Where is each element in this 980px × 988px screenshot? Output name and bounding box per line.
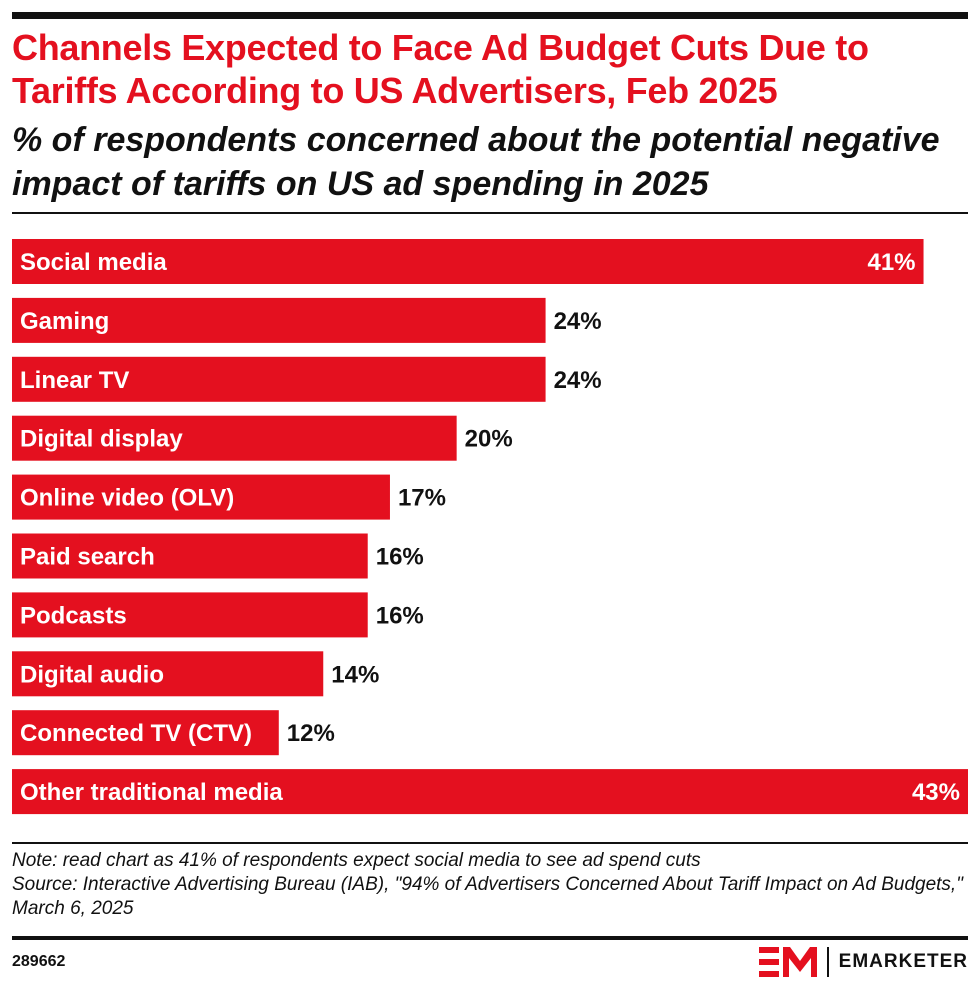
- bar-connected-tv-ctv: [12, 710, 279, 756]
- category-label-paid-search: Paid search: [20, 544, 155, 571]
- chart-title: Channels Expected to Face Ad Budget Cuts…: [12, 27, 869, 111]
- bar-gaming: [12, 297, 546, 343]
- bar-digital-audio: [12, 651, 324, 697]
- note-rule: [12, 842, 968, 844]
- bottom-rule: [12, 936, 968, 940]
- value-label-other-traditional-media: 43%: [912, 779, 960, 806]
- subtitle-rule: [12, 212, 968, 214]
- bar-other-traditional-media: [12, 769, 968, 815]
- value-label-connected-tv-ctv: 12%: [287, 720, 335, 747]
- category-label-linear-tv: Linear TV: [20, 367, 129, 394]
- value-label-social-media: 41%: [867, 249, 915, 276]
- category-label-gaming: Gaming: [20, 308, 109, 335]
- note-text: Note: read chart as 41% of respondents e…: [12, 850, 701, 871]
- logo-divider: [827, 947, 829, 977]
- bar-social-media: [12, 239, 924, 284]
- bar-digital-display: [12, 415, 457, 461]
- source-text: Source: Interactive Advertising Bureau (…: [12, 874, 963, 919]
- category-label-connected-tv-ctv: Connected TV (CTV): [20, 720, 252, 747]
- category-label-online-video-olv: Online video (OLV): [20, 485, 234, 512]
- value-label-podcasts: 16%: [376, 602, 424, 629]
- top-rule: [12, 12, 968, 19]
- value-label-digital-display: 20%: [465, 426, 513, 453]
- brand-name: EMARKETER: [838, 951, 968, 972]
- category-label-digital-display: Digital display: [20, 426, 183, 453]
- value-label-linear-tv: 24%: [554, 367, 602, 394]
- category-label-digital-audio: Digital audio: [20, 661, 164, 688]
- category-label-podcasts: Podcasts: [20, 602, 127, 629]
- category-label-other-traditional-media: Other traditional media: [20, 779, 283, 806]
- value-label-gaming: 24%: [554, 308, 602, 335]
- bar-paid-search: [12, 533, 368, 579]
- value-label-online-video-olv: 17%: [398, 485, 446, 512]
- chart-subtitle: % of respondents concerned about the pot…: [12, 121, 940, 203]
- chart-id: 289662: [12, 953, 66, 970]
- bar-online-video-olv: [12, 474, 390, 520]
- value-label-paid-search: 16%: [376, 544, 424, 571]
- bar-linear-tv: [12, 356, 546, 402]
- category-label-social-media: Social media: [20, 249, 167, 276]
- em-logo-icon: [759, 947, 818, 977]
- brand-logo: EMARKETER: [759, 944, 968, 980]
- value-label-digital-audio: 14%: [331, 661, 379, 688]
- bar-podcasts: [12, 592, 368, 638]
- chart-notes: Note: read chart as 41% of respondents e…: [12, 849, 968, 921]
